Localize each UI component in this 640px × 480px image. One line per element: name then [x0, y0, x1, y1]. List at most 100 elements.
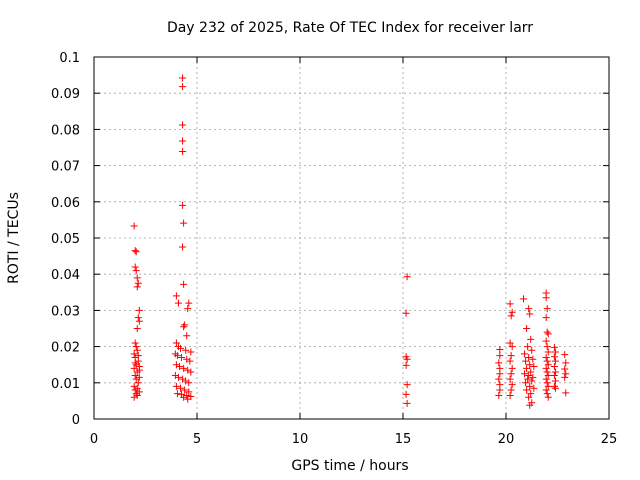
- data-point: [131, 386, 139, 394]
- data-point: [543, 390, 551, 398]
- data-point: [495, 359, 503, 367]
- data-point: [177, 344, 185, 352]
- data-point: [135, 306, 143, 314]
- data-point: [180, 364, 188, 372]
- data-point: [183, 391, 191, 399]
- data-point: [131, 247, 139, 255]
- data-point: [551, 368, 559, 376]
- data-point: [528, 346, 536, 354]
- data-point: [133, 274, 141, 282]
- data-point: [185, 388, 193, 396]
- data-point: [542, 375, 550, 383]
- data-point: [402, 309, 410, 317]
- data-point: [508, 308, 516, 316]
- data-point: [508, 364, 516, 372]
- data-point: [544, 393, 552, 401]
- data-point: [130, 350, 138, 358]
- data-point: [527, 335, 535, 343]
- axis-ticks: [93, 56, 610, 420]
- data-point: [172, 382, 180, 390]
- data-point: [506, 375, 514, 383]
- y-tick-label: 0.02: [51, 341, 80, 356]
- y-tick-label: 0.01: [51, 377, 80, 392]
- data-point: [496, 370, 504, 378]
- x-tick-label: 0: [90, 432, 98, 447]
- data-point: [550, 353, 558, 361]
- data-point: [179, 375, 187, 383]
- data-point: [562, 389, 570, 397]
- data-point: [495, 375, 503, 383]
- data-point: [551, 348, 559, 356]
- x-tick-label: 10: [292, 432, 309, 447]
- data-point: [526, 361, 534, 369]
- data-point: [172, 361, 180, 369]
- data-point: [182, 346, 190, 354]
- x-tick-label: 15: [395, 432, 412, 447]
- data-point: [172, 339, 180, 347]
- data-point: [522, 357, 530, 365]
- data-point: [506, 357, 514, 365]
- data-point: [543, 368, 551, 376]
- data-point: [525, 305, 533, 313]
- data-point: [543, 328, 551, 336]
- data-point: [403, 381, 411, 389]
- data-point: [527, 390, 535, 398]
- data-point: [543, 305, 551, 313]
- data-point: [184, 366, 192, 374]
- x-tick-label: 20: [498, 432, 515, 447]
- y-tick-labels: 0 0.01 0.02 0.03 0.04 0.05 0.06 0.07 0.08 0.09 0.1: [51, 51, 80, 428]
- data-point: [529, 373, 537, 381]
- data-point: [561, 373, 569, 381]
- y-tick-label: 0.05: [51, 232, 80, 247]
- data-point: [134, 279, 142, 287]
- data-point: [525, 372, 533, 380]
- data-point: [506, 300, 514, 308]
- data-point: [521, 370, 529, 378]
- chart-title: Day 232 of 2025, Rate Of TEC Index for r…: [167, 20, 533, 36]
- data-point: [403, 355, 411, 363]
- data-point: [550, 372, 558, 380]
- data-point: [184, 305, 192, 313]
- data-point: [402, 390, 410, 398]
- data-point: [544, 330, 552, 338]
- data-point: [174, 373, 182, 381]
- data-point: [562, 359, 570, 367]
- data-point: [402, 361, 410, 369]
- y-tick-label: 0.06: [51, 196, 80, 211]
- data-point: [177, 384, 185, 392]
- data-point: [542, 386, 550, 394]
- data-point: [403, 273, 411, 281]
- data-point: [550, 343, 558, 351]
- data-point: [551, 357, 559, 365]
- x-tick-label: 25: [601, 432, 618, 447]
- data-point: [179, 74, 187, 82]
- data-point: [523, 364, 531, 372]
- data-point: [542, 294, 550, 302]
- data-point: [525, 353, 533, 361]
- x-tick-label: 5: [193, 432, 201, 447]
- data-point: [527, 368, 535, 376]
- data-point: [133, 346, 141, 354]
- data-point: [526, 401, 534, 409]
- data-point: [495, 391, 503, 399]
- data-point: [133, 283, 141, 291]
- data-point: [550, 382, 558, 390]
- data-point: [496, 386, 504, 394]
- data-point: [544, 372, 552, 380]
- data-point: [496, 352, 504, 360]
- data-point: [133, 391, 141, 399]
- y-tick-label: 0.08: [51, 123, 80, 138]
- data-point: [520, 295, 528, 303]
- data-point: [521, 350, 529, 358]
- data-point: [183, 332, 191, 340]
- data-point: [507, 352, 515, 360]
- data-point: [133, 325, 141, 332]
- data-point: [526, 382, 534, 390]
- y-tick-label: 0: [72, 413, 80, 428]
- data-point: [132, 390, 140, 398]
- data-point: [132, 248, 140, 256]
- data-point: [524, 375, 532, 383]
- data-point: [134, 352, 142, 360]
- y-tick-label: 0.09: [51, 87, 80, 102]
